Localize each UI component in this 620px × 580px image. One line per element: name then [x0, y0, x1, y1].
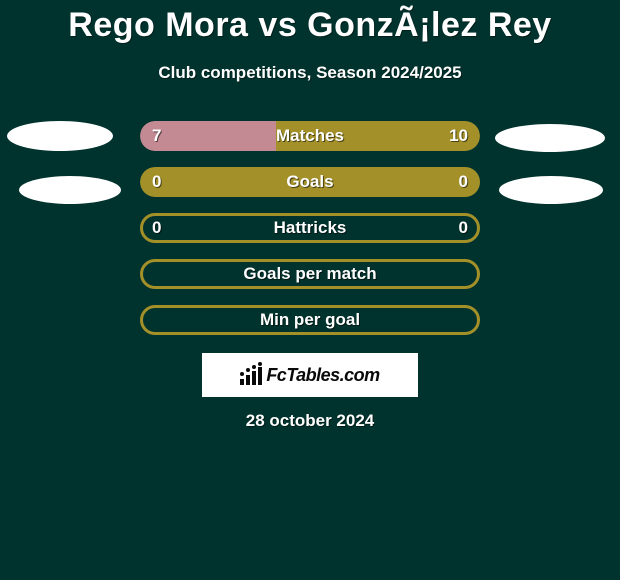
stat-row: Min per goal [0, 305, 620, 335]
stat-bar [140, 259, 480, 289]
stats-rows: Matches710Goals00Hattricks00Goals per ma… [0, 121, 620, 335]
date-label: 28 october 2024 [0, 411, 620, 431]
stat-bar [140, 305, 480, 335]
stat-row: Goals per match [0, 259, 620, 289]
stat-row: Hattricks00 [0, 213, 620, 243]
bar-fill-left [140, 167, 480, 197]
player-right-avatar-1 [495, 124, 605, 152]
player-left-avatar-1 [7, 121, 113, 151]
stat-bar [140, 121, 480, 151]
bar-fill-right [276, 121, 480, 151]
logo-text: FcTables.com [266, 365, 379, 386]
bar-fill-left [140, 121, 276, 151]
stat-bar [140, 213, 480, 243]
fctables-logo: FcTables.com [202, 353, 418, 397]
page-title: Rego Mora vs GonzÃ¡lez Rey [0, 0, 620, 45]
logo-chart-icon [240, 365, 262, 385]
player-right-avatar-2 [499, 176, 603, 204]
stat-bar [140, 167, 480, 197]
player-left-avatar-2 [19, 176, 121, 204]
subtitle: Club competitions, Season 2024/2025 [0, 63, 620, 83]
